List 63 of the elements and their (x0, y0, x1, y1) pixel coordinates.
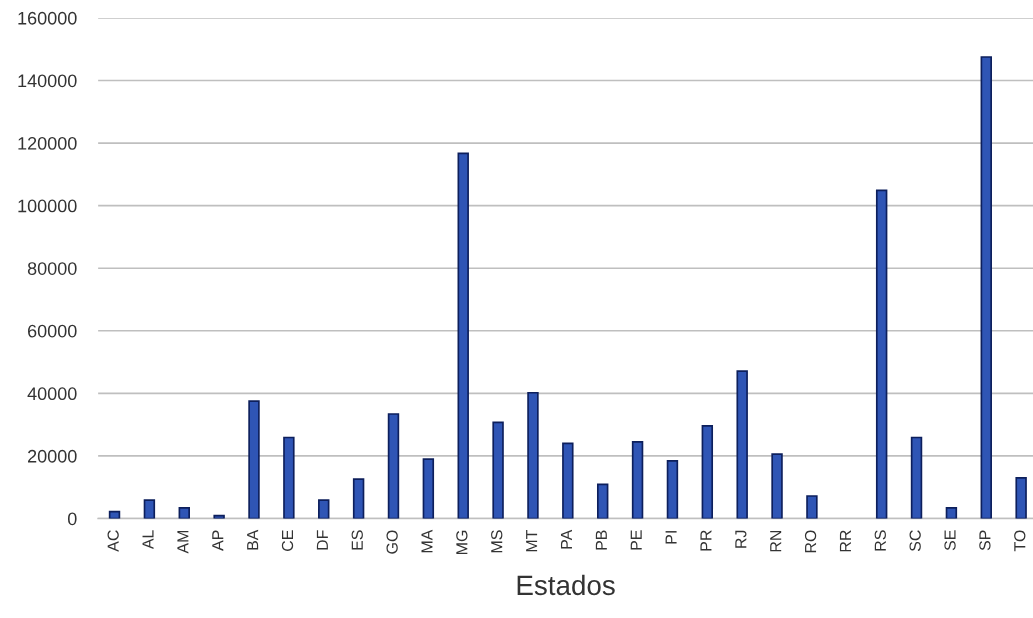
x-tick-label: SC (909, 530, 921, 552)
bar (806, 495, 818, 519)
x-tick-label: PE (630, 530, 642, 550)
x-tick-label: PR (700, 530, 712, 551)
bar (143, 499, 156, 519)
bar (875, 189, 888, 519)
y-tick-label: 20000 (28, 449, 77, 463)
bar (422, 458, 435, 519)
x-tick-label: SE (944, 530, 956, 551)
x-tick-label: AC (107, 530, 119, 552)
bar (352, 478, 365, 519)
bar (387, 413, 400, 519)
x-tick-label: RJ (735, 530, 747, 548)
bar (910, 436, 923, 519)
x-tick-label: AP (212, 530, 224, 551)
bar (701, 425, 714, 519)
bar (631, 441, 644, 519)
y-tick-label: 80000 (27, 262, 77, 275)
bar (492, 421, 504, 519)
x-tick-label: RO (804, 530, 817, 553)
y-tick-label: 40000 (27, 387, 77, 401)
bar (562, 442, 574, 519)
x-tick-label: CE (281, 530, 294, 551)
x-tick-label: RS (874, 530, 886, 551)
x-tick-label: AL (142, 530, 154, 550)
bar (666, 460, 679, 519)
bar (596, 483, 609, 519)
x-tick-label: GO (386, 530, 398, 554)
x-tick-label: RR (839, 530, 851, 552)
bar (457, 152, 469, 519)
bar (980, 56, 992, 519)
x-tick-label: PA (560, 529, 572, 549)
y-tick-label: 0 (67, 512, 77, 526)
bar (1015, 476, 1027, 519)
y-tick-label: 100000 (18, 199, 77, 213)
x-tick-label: PB (595, 530, 607, 550)
y-tick-label: 120000 (18, 137, 77, 150)
x-tick-label: MT (526, 529, 538, 552)
bar (178, 507, 190, 519)
bar (527, 391, 539, 519)
y-tick-label: 160000 (18, 11, 77, 25)
x-axis-title: Estados (517, 574, 615, 596)
y-tick-label: 60000 (28, 324, 77, 338)
bar (736, 370, 748, 519)
x-tick-label: DF (316, 530, 328, 550)
x-tick-label: MG (456, 530, 468, 555)
x-tick-label: AM (177, 530, 189, 554)
x-tick-label: MS (491, 530, 503, 553)
y-tick-label: 140000 (18, 74, 77, 88)
bar (283, 436, 295, 519)
bar (213, 514, 225, 519)
bar (108, 510, 121, 519)
x-tick-label: PI (665, 531, 677, 544)
bar (771, 453, 783, 519)
x-tick-label: RN (770, 530, 782, 552)
x-tick-label: ES (351, 530, 363, 550)
bar (248, 400, 260, 519)
x-tick-label: TO (1014, 530, 1026, 552)
bar (318, 499, 330, 519)
x-tick-label: SP (979, 530, 991, 551)
x-tick-label: MA (421, 529, 433, 553)
x-tick-label: BA (247, 529, 259, 550)
bar (945, 507, 958, 519)
